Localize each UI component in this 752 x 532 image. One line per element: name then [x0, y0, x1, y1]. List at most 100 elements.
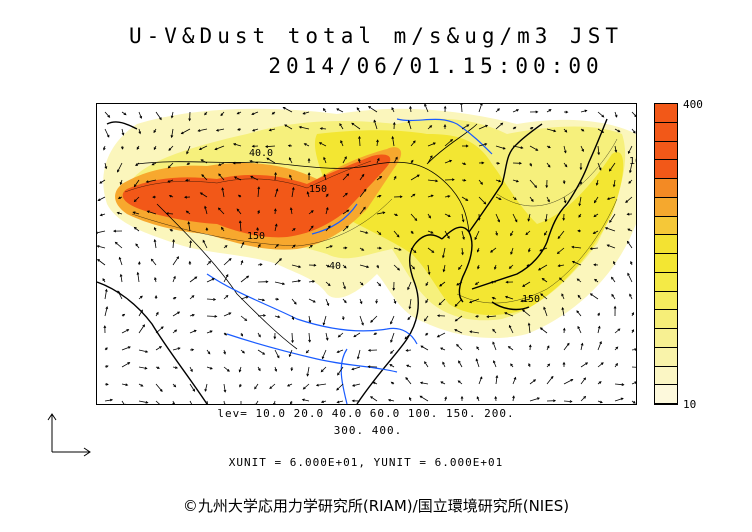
- wind-vector-head: [177, 347, 181, 350]
- wind-vector: [308, 225, 314, 232]
- wind-vector-head: [598, 167, 602, 171]
- wind-vector: [138, 309, 143, 317]
- wind-vector-head: [169, 229, 173, 232]
- wind-vector-head: [502, 146, 506, 150]
- wind-vector: [478, 104, 483, 113]
- wind-vector-head: [318, 142, 322, 145]
- wind-vector: [302, 399, 310, 402]
- wind-vector-head: [240, 333, 243, 337]
- wind-vector-head: [99, 180, 103, 184]
- wind-vector-head: [500, 122, 504, 126]
- wind-vector-head: [425, 283, 429, 287]
- wind-vector-head: [341, 317, 345, 321]
- wind-vector: [189, 383, 195, 392]
- wind-vector-head: [104, 288, 108, 292]
- wind-vector: [609, 213, 616, 223]
- wind-vector-head: [303, 143, 307, 146]
- wind-vector-head: [614, 114, 618, 118]
- wind-vector-head: [298, 125, 302, 129]
- wind-vector-head: [343, 300, 347, 304]
- wind-vector: [218, 162, 225, 166]
- wind-vector-head: [176, 256, 179, 260]
- wind-vector: [508, 346, 514, 351]
- wind-vector-head: [160, 326, 164, 330]
- wind-vector-head: [545, 185, 549, 189]
- wind-vector-head: [323, 156, 326, 160]
- contour-levels-line2: 300. 400.: [333, 424, 403, 437]
- wind-vector: [218, 207, 225, 215]
- wind-vector: [424, 104, 429, 113]
- wind-vector: [611, 277, 616, 283]
- wind-vector-head: [361, 173, 365, 177]
- wind-vector-head: [168, 195, 172, 198]
- wind-vector-head: [439, 283, 443, 287]
- wind-vector: [540, 327, 548, 334]
- wind-vector: [478, 125, 488, 130]
- wind-vector-head: [367, 365, 371, 369]
- wind-vector-head: [274, 223, 278, 227]
- wind-vector: [370, 315, 378, 323]
- wind-vector: [613, 179, 616, 187]
- wind-vector-head: [313, 263, 317, 267]
- wind-vector-head: [217, 163, 221, 166]
- wind-vector: [323, 315, 327, 325]
- wind-vector-head: [497, 219, 500, 223]
- wind-vector: [115, 241, 123, 249]
- wind-vector-head: [493, 266, 497, 270]
- wind-vector: [563, 400, 572, 402]
- wind-vector: [121, 362, 130, 368]
- dust-region-yellow: [314, 130, 624, 316]
- wind-vector-head: [258, 334, 261, 338]
- wind-vector-head: [589, 293, 593, 296]
- wind-vector-head: [563, 150, 567, 154]
- wind-vector-head: [142, 324, 145, 328]
- wind-vector-head: [465, 144, 469, 148]
- wind-vector-head: [274, 171, 277, 175]
- colorbar-cell: [655, 347, 677, 367]
- wind-vector-head: [548, 109, 552, 112]
- wind-vector: [323, 157, 327, 164]
- wind-vector: [359, 315, 364, 326]
- wind-vector: [605, 227, 616, 232]
- wind-vector: [254, 383, 259, 390]
- wind-vector-head: [592, 231, 596, 234]
- wind-vector-head: [414, 218, 418, 222]
- wind-vector-head: [209, 366, 213, 370]
- wind-vector: [198, 128, 208, 132]
- wind-vector: [325, 207, 329, 215]
- wind-vector: [486, 315, 497, 318]
- wind-vector-head: [213, 298, 217, 301]
- wind-vector-head: [541, 278, 545, 281]
- wind-vector-head: [485, 124, 489, 128]
- wind-vector-head: [291, 317, 295, 321]
- wind-vector-head: [505, 280, 509, 284]
- wind-vector-head: [136, 146, 140, 150]
- colorbar-cell: [655, 216, 677, 236]
- wind-vector: [614, 111, 618, 118]
- colorbar-cell: [655, 235, 677, 254]
- wind-vector: [558, 264, 565, 267]
- wind-vector-head: [561, 293, 564, 297]
- wind-vector-head: [358, 135, 361, 139]
- colorbar: [654, 103, 678, 405]
- wind-vector-head: [382, 211, 386, 215]
- wind-vector-head: [240, 260, 244, 264]
- wind-vector-head: [277, 315, 281, 319]
- wind-vector-head: [198, 147, 202, 150]
- wind-vector-head: [442, 269, 446, 273]
- wind-vector: [342, 209, 349, 215]
- wind-vector: [625, 196, 633, 203]
- wind-vector: [580, 343, 583, 351]
- wind-vector-head: [617, 328, 621, 332]
- wind-vector: [257, 187, 260, 198]
- wind-vector-head: [197, 129, 201, 132]
- wind-vector: [359, 174, 365, 181]
- wind-vector-head: [564, 164, 568, 168]
- wind-vector-head: [150, 258, 154, 262]
- wind-vector: [359, 136, 361, 147]
- wind-vector-head: [475, 358, 479, 362]
- wind-vector: [629, 162, 633, 173]
- wind-vector-head: [123, 112, 127, 116]
- wind-vector-head: [237, 194, 241, 198]
- wind-vector-head: [105, 365, 109, 368]
